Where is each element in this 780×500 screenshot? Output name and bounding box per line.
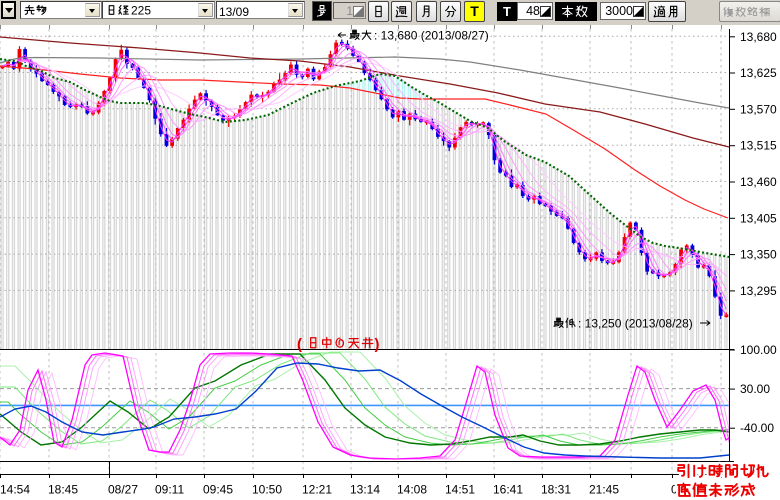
svg-text:: 13,680 (2013/08/27): : 13,680 (2013/08/27) bbox=[374, 29, 489, 43]
svg-text:13,680: 13,680 bbox=[740, 30, 777, 44]
svg-text:13,515: 13,515 bbox=[740, 139, 777, 153]
svg-text:13,350: 13,350 bbox=[740, 248, 777, 262]
svg-text:13,460: 13,460 bbox=[740, 175, 777, 189]
svg-text:225: 225 bbox=[131, 4, 151, 18]
svg-text:-40.00: -40.00 bbox=[740, 421, 774, 435]
svg-text:13,295: 13,295 bbox=[740, 284, 777, 298]
svg-text:(: ( bbox=[297, 336, 302, 353]
svg-text:21:45: 21:45 bbox=[589, 483, 619, 497]
svg-text:100.00: 100.00 bbox=[740, 343, 777, 357]
svg-text:08/27: 08/27 bbox=[108, 483, 138, 497]
svg-text:09:11: 09:11 bbox=[155, 483, 184, 497]
svg-text:18:45: 18:45 bbox=[48, 483, 78, 497]
svg-text:: 13,250 (2013/08/28): : 13,250 (2013/08/28) bbox=[578, 317, 693, 331]
svg-text:): ) bbox=[375, 336, 380, 353]
svg-text:10:50: 10:50 bbox=[252, 483, 282, 497]
svg-text:14:51: 14:51 bbox=[445, 483, 475, 497]
svg-text:14:54: 14:54 bbox=[0, 483, 30, 497]
svg-text:13,405: 13,405 bbox=[740, 211, 777, 225]
svg-text:16:41: 16:41 bbox=[493, 483, 523, 497]
svg-text:13:14: 13:14 bbox=[350, 483, 380, 497]
svg-text:13,570: 13,570 bbox=[740, 102, 777, 116]
svg-text:13,625: 13,625 bbox=[740, 66, 777, 80]
svg-text:12:21: 12:21 bbox=[302, 483, 332, 497]
svg-text:14:08: 14:08 bbox=[397, 483, 427, 497]
svg-text:09:45: 09:45 bbox=[203, 483, 233, 497]
svg-text:18:31: 18:31 bbox=[541, 483, 571, 497]
svg-text:30.00: 30.00 bbox=[740, 382, 770, 396]
